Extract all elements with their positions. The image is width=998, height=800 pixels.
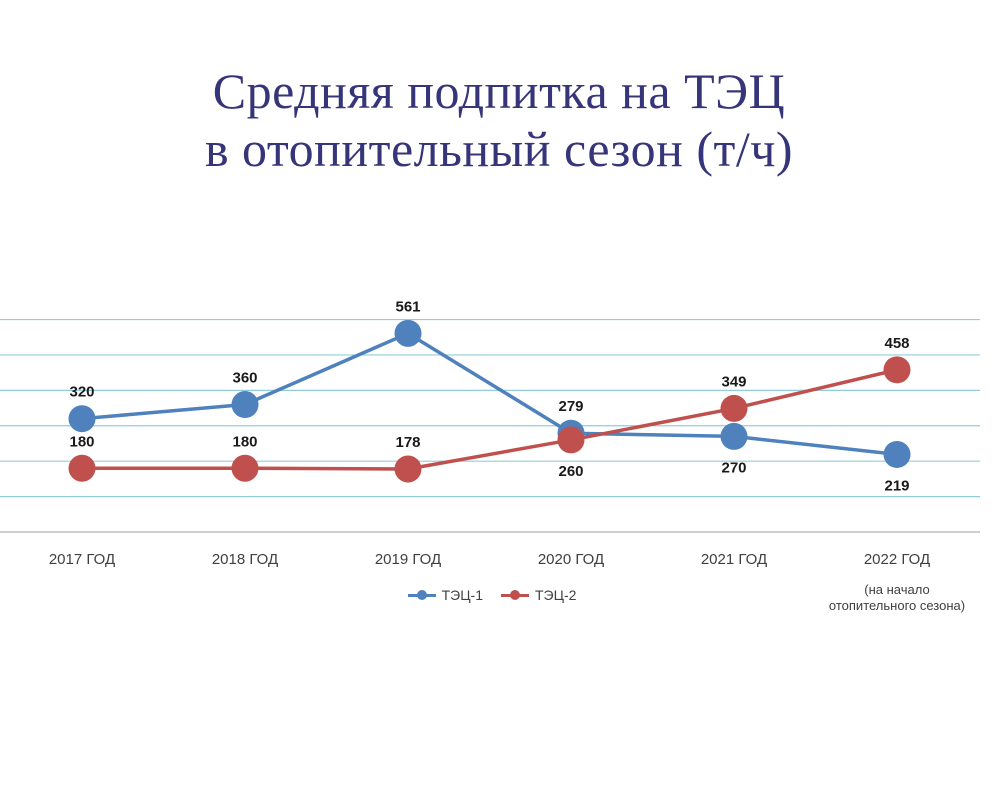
chart-title-line-1: Средняя подпитка на ТЭЦ bbox=[212, 63, 786, 119]
data-point bbox=[720, 422, 748, 450]
series-line-2 bbox=[82, 368, 898, 471]
data-label: 349 bbox=[721, 373, 746, 390]
data-label: 279 bbox=[558, 398, 583, 415]
data-label: 561 bbox=[395, 298, 420, 315]
x-tick-labels: 2017 ГОД 2018 ГОД 2019 ГОД 2020 ГОД 2021 ГОД… bbox=[49, 551, 965, 613]
data-label: 180 bbox=[69, 433, 94, 450]
data-label: 320 bbox=[69, 384, 94, 401]
legend-swatch-tec1 bbox=[407, 590, 436, 600]
legend-item-tec2: ТЭЦ-2 bbox=[501, 587, 576, 603]
legend-item-tec1: ТЭЦ-1 bbox=[407, 587, 483, 603]
data-point bbox=[883, 356, 911, 384]
x-tick-label: 2019 ГОД bbox=[375, 551, 441, 568]
x-tick-label: 2020 ГОД bbox=[538, 551, 604, 568]
data-point bbox=[720, 394, 748, 422]
series-line-1 bbox=[81, 331, 898, 457]
data-labels: 320 360 561 279 270 219 180 180 178 260 349 458 bbox=[69, 298, 909, 494]
data-point bbox=[883, 440, 911, 468]
x-tick-label: 2022 ГОД bbox=[864, 551, 930, 568]
x-tick-label: 2021 ГОД bbox=[701, 551, 767, 568]
data-label: 458 bbox=[884, 335, 909, 352]
series-points bbox=[68, 319, 911, 483]
data-point bbox=[68, 405, 96, 433]
chart-title-line-2: в отопительный сезон (т/ч) bbox=[204, 121, 794, 177]
gridlines bbox=[0, 318, 980, 498]
series-lines bbox=[81, 331, 898, 471]
x-tick-label: (на начало bbox=[864, 582, 929, 597]
data-label: 180 bbox=[232, 433, 257, 450]
legend: ТЭЦ-1 ТЭЦ-2 bbox=[388, 581, 596, 609]
data-point bbox=[231, 391, 259, 419]
x-tick-label: 2017 ГОД bbox=[49, 551, 115, 568]
data-point bbox=[68, 454, 96, 482]
legend-label-tec2: ТЭЦ-2 bbox=[535, 587, 577, 603]
data-label: 260 bbox=[558, 463, 583, 480]
data-label: 178 bbox=[395, 434, 420, 451]
data-point bbox=[557, 426, 585, 454]
legend-swatch-tec2 bbox=[501, 590, 529, 600]
data-point bbox=[394, 319, 422, 347]
data-point bbox=[231, 454, 259, 482]
data-label: 219 bbox=[884, 477, 909, 494]
data-label: 270 bbox=[721, 459, 746, 476]
legend-label-tec1: ТЭЦ-1 bbox=[441, 587, 483, 603]
x-tick-label: отопительного сезона) bbox=[829, 598, 965, 613]
data-label: 360 bbox=[232, 370, 257, 387]
x-tick-label: 2018 ГОД bbox=[212, 551, 278, 568]
chart-title: Средняя подпитка на ТЭЦ в отопительный с… bbox=[0, 62, 998, 178]
data-point bbox=[394, 455, 422, 483]
